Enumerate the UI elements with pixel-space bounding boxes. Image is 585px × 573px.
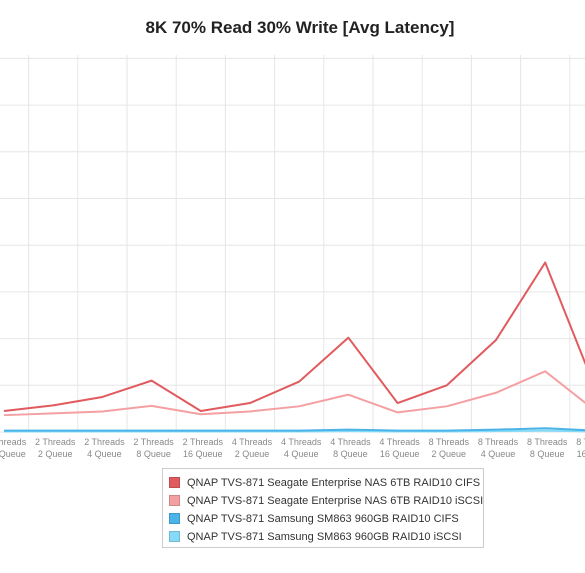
x-tick-label: 2 Threads 2 Queue — [35, 437, 76, 459]
series-line-3 — [4, 427, 585, 432]
x-tick-label: 8 Threads 4 Queue — [478, 437, 519, 459]
legend-item-4[interactable]: QNAP TVS-871 Samsung SM863 960GB RAID10 … — [169, 528, 477, 545]
legend-swatch — [169, 513, 180, 524]
legend-item-2[interactable]: QNAP TVS-871 Seagate Enterprise NAS 6TB … — [169, 492, 483, 509]
legend-label: QNAP TVS-871 Samsung SM863 960GB RAID10 … — [187, 512, 459, 525]
x-tick-label: 4 Threads 16 Queue — [379, 437, 420, 459]
legend-swatch — [169, 495, 180, 506]
chart-legend: QNAP TVS-871 Seagate Enterprise NAS 6TB … — [162, 468, 484, 548]
x-tick-label: 4 Threads 8 Queue — [330, 437, 371, 459]
legend-label: QNAP TVS-871 Samsung SM863 960GB RAID10 … — [187, 530, 462, 543]
x-tick-label: 8 Threads 8 Queue — [527, 437, 568, 459]
series-line-2 — [3, 370, 585, 417]
chart-title: 8K 70% Read 30% Write [Avg Latency] — [145, 18, 455, 37]
x-tick-label: 2 Threads 16 Queue — [183, 437, 224, 459]
x-tick-label: 8 Threads 2 Queue — [429, 437, 470, 459]
legend-label: QNAP TVS-871 Seagate Enterprise NAS 6TB … — [187, 494, 484, 507]
series-line-1 — [3, 261, 585, 412]
legend-swatch — [169, 477, 180, 488]
x-tick-label: 2 Threads 4 Queue — [84, 437, 125, 459]
legend-item-1[interactable]: QNAP TVS-871 Seagate Enterprise NAS 6TB … — [169, 474, 481, 491]
x-tick-label: 4 Threads 2 Queue — [232, 437, 273, 459]
grid — [0, 55, 585, 433]
legend-label: QNAP TVS-871 Seagate Enterprise NAS 6TB … — [187, 476, 481, 489]
x-tick-label: 2 Threads 8 Queue — [133, 437, 174, 459]
legend-item-3[interactable]: QNAP TVS-871 Samsung SM863 960GB RAID10 … — [169, 510, 477, 527]
x-tick-label: 4 Threads 4 Queue — [281, 437, 322, 459]
legend-swatch — [169, 531, 180, 542]
